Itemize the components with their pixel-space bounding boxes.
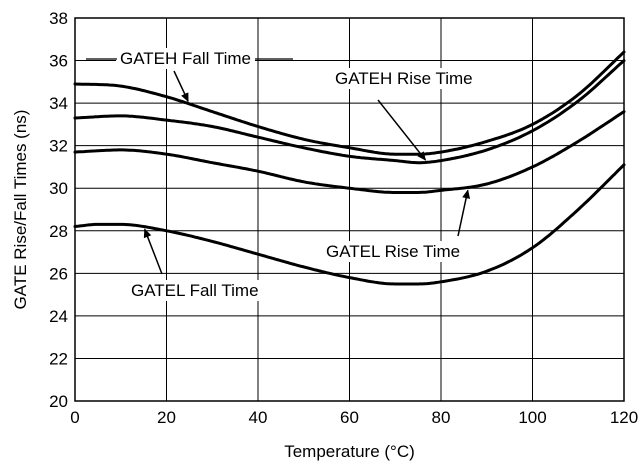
y-axis-label: GATE Rise/Fall Times (ns) [11, 110, 30, 310]
annotation-bg [323, 241, 464, 262]
series-line-1 [73, 59, 626, 165]
y-tick-label: 36 [49, 52, 68, 71]
annotation-layer: GATEH Fall Time GATEH Rise Time GATEL Rise… [86, 48, 476, 301]
x-tick-label: 20 [157, 408, 176, 427]
annotation-label: GATEH Fall Time [120, 49, 251, 68]
x-tick-label: 80 [432, 408, 451, 427]
x-tick-label: 40 [249, 408, 268, 427]
x-tick-label: 120 [610, 408, 638, 427]
y-tick-label: 20 [49, 392, 68, 411]
y-tick-label: 38 [49, 9, 68, 28]
annotation-label: GATEL Rise Time [326, 242, 460, 261]
y-tick-label: 30 [49, 179, 68, 198]
x-tick-label: 60 [340, 408, 359, 427]
x-axis-label: Temperature (°C) [284, 442, 415, 461]
x-tick-label: 100 [518, 408, 546, 427]
annotation-arrow [457, 189, 471, 237]
series-line-2 [73, 110, 626, 194]
annotation-bg [116, 48, 255, 69]
y-tick-label: 34 [49, 94, 68, 113]
y-tick-label: 28 [49, 222, 68, 241]
y-tick-label: 26 [49, 264, 68, 283]
annotation-bg [332, 68, 476, 89]
series-line-0 [73, 50, 626, 156]
y-tick-label: 22 [49, 349, 68, 368]
annotation-arrow [143, 228, 163, 275]
y-tick-label: 32 [49, 137, 68, 156]
plot-frame [74, 17, 625, 402]
annotation-label: GATEH Rise Time [335, 69, 473, 88]
annotation-arrow [377, 99, 427, 161]
series-line-3 [73, 163, 626, 286]
y-tick-label: 24 [49, 307, 68, 326]
series-layer [73, 50, 626, 286]
annotation-label: GATEL Fall Time [131, 281, 259, 300]
x-tick-label: 0 [70, 408, 79, 427]
annotation-bg [128, 280, 262, 301]
annotation-arrow [173, 70, 189, 103]
